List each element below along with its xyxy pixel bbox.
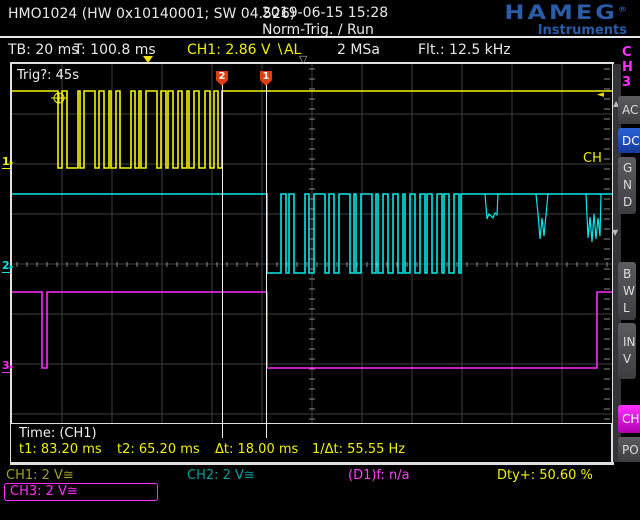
ch3-ground-marker[interactable]: 3▸ (2, 359, 14, 373)
timebase-readout: TB: 20 ms (8, 42, 79, 58)
brand-name: HAMEG (504, 1, 618, 24)
coupling-ac-button[interactable]: AC (618, 96, 640, 124)
measurement-delta-t: Δt: 18.00 ms (215, 442, 299, 457)
ch2-marker-digit: 2 (2, 259, 10, 273)
acquisition-status: Norm-Trig. / Run (262, 22, 374, 38)
graticule-grid (12, 64, 612, 463)
channel-select-button[interactable]: CH (618, 405, 640, 433)
ch2-ground-marker[interactable]: 2▸ (2, 259, 14, 273)
menu-title-ch3: CH3 (622, 45, 633, 90)
ch1-marker-digit: 1 (2, 155, 10, 169)
ch1-scale-label[interactable]: CH1: 2 V≅ (6, 468, 74, 483)
measurement-t1: t1: 83.20 ms (19, 442, 102, 457)
measurement-inverse-delta-t: 1/Δt: 55.55 Hz (312, 442, 406, 457)
filter-readout: Flt.: 12.5 kHz (418, 42, 511, 58)
device-title: HMO1024 (HW 0x10140001; SW 04.526) (8, 6, 296, 22)
ch1-marker-arrow-icon: ▸ (9, 158, 14, 167)
time-offset-readout: T: 100.8 ms (74, 42, 156, 58)
trigger-readout: CH1: 2.86 V ∖AL (187, 42, 302, 58)
bandwidth-limit-button[interactable]: BWL (618, 262, 636, 320)
ch3-selected-outline (4, 483, 158, 501)
menu-scrollbar[interactable] (613, 64, 621, 462)
scroll-up-icon[interactable]: ▲ (613, 99, 620, 108)
measurement-title: Time: (CH1) (19, 426, 97, 441)
cursor-2-line[interactable] (222, 85, 223, 438)
cursor-measurement-panel (10, 423, 612, 463)
record-center-marker-icon: ▽ (299, 53, 308, 66)
d1-frequency-label: (D1)f: n/a (348, 468, 410, 483)
ch1-ground-marker[interactable]: 1▸ (2, 155, 14, 169)
trigger-level-marker-icon[interactable]: ◄ (597, 90, 604, 100)
invert-button[interactable]: INV (618, 323, 636, 379)
waveform-display (12, 90, 612, 369)
measurement-t2: t2: 65.20 ms (117, 442, 200, 457)
channel-fade-label: CH (583, 151, 602, 166)
trigger-time-marker-icon[interactable] (143, 56, 153, 63)
coupling-gnd-button[interactable]: GND (618, 157, 636, 214)
cursor-2-flag[interactable]: 2 (216, 71, 228, 86)
cursor-1-line[interactable] (266, 85, 267, 438)
coupling-dc-button[interactable]: DC (618, 128, 640, 153)
cursor-1-flag[interactable]: 1 (260, 71, 272, 86)
ch3-marker-digit: 3 (2, 359, 10, 373)
duty-cycle-label: Dty+: 50.60 % (497, 468, 593, 483)
position-button[interactable]: PO (618, 437, 640, 462)
registered-mark: ® (618, 5, 627, 15)
header-divider (0, 36, 640, 38)
trigger-timeout-label: Trig?: 45s (17, 68, 79, 83)
hameg-logo: HAMEG® (504, 1, 627, 24)
sample-rate-readout: 2 MSa (337, 42, 380, 58)
brand-subtitle: Instruments (537, 23, 627, 38)
ch2-scale-label[interactable]: CH2: 2 V≅ (187, 468, 255, 483)
ch3-scale-label[interactable]: CH3: 2 V≅ (10, 484, 78, 499)
scroll-down-icon[interactable]: ▼ (612, 228, 619, 237)
ch2-marker-arrow-icon: ▸ (9, 262, 14, 271)
ch3-marker-arrow-icon: ▸ (9, 362, 14, 371)
datetime: 2019-06-15 15:28 (262, 5, 389, 21)
